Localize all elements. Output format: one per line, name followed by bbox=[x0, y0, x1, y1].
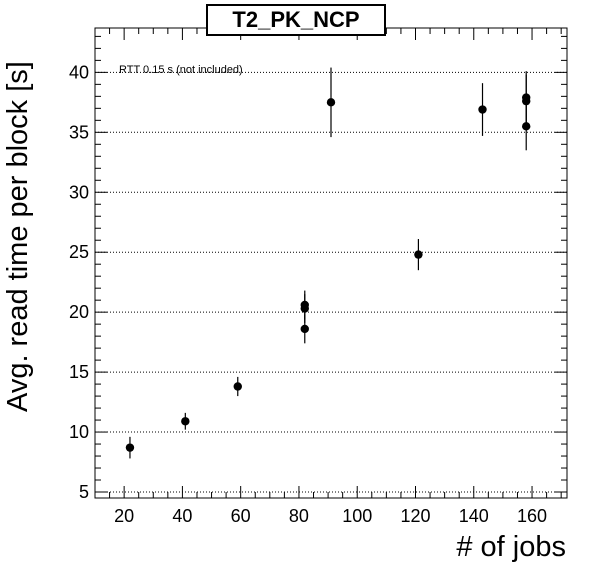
y-tick-label: 5 bbox=[79, 482, 89, 502]
chart-title: T2_PK_NCP bbox=[206, 4, 386, 36]
x-tick-label: 160 bbox=[517, 506, 547, 526]
data-point bbox=[300, 300, 309, 310]
rtt-annotation: RTT 0.15 s (not included) bbox=[119, 64, 243, 76]
x-tick-label: 80 bbox=[289, 506, 309, 526]
x-tick-label: 20 bbox=[114, 506, 134, 526]
x-axis-label: # of jobs bbox=[456, 531, 566, 563]
axis-ticks bbox=[95, 28, 567, 498]
data-points bbox=[125, 67, 531, 459]
y-tick-label: 15 bbox=[69, 362, 89, 382]
data-point bbox=[233, 382, 242, 391]
data-point bbox=[326, 98, 336, 107]
data-point bbox=[181, 417, 190, 426]
data-point bbox=[300, 324, 309, 334]
y-tick-label: 30 bbox=[69, 182, 89, 202]
data-point bbox=[478, 105, 487, 114]
y-tick-label: 35 bbox=[69, 122, 89, 142]
y-axis-label: Avg. read time per block [s] bbox=[2, 61, 34, 412]
y-tick-label: 25 bbox=[69, 242, 89, 262]
x-tick-label: 140 bbox=[459, 506, 489, 526]
y-tick-labels: 5 10 15 20 25 30 35 40 bbox=[69, 62, 89, 502]
x-tick-label: 100 bbox=[342, 506, 372, 526]
y-tick-label: 20 bbox=[69, 302, 89, 322]
x-tick-label: 40 bbox=[172, 506, 192, 526]
data-point bbox=[125, 443, 135, 452]
data-point bbox=[522, 93, 531, 102]
y-tick-label: 40 bbox=[69, 62, 89, 82]
x-tick-label: 60 bbox=[231, 506, 251, 526]
x-tick-label: 120 bbox=[400, 506, 430, 526]
data-point bbox=[414, 250, 423, 259]
x-tick-labels: 20 40 60 80 100 120 140 160 bbox=[114, 506, 547, 526]
y-tick-label: 10 bbox=[69, 422, 89, 442]
grid-lines bbox=[95, 71, 567, 493]
